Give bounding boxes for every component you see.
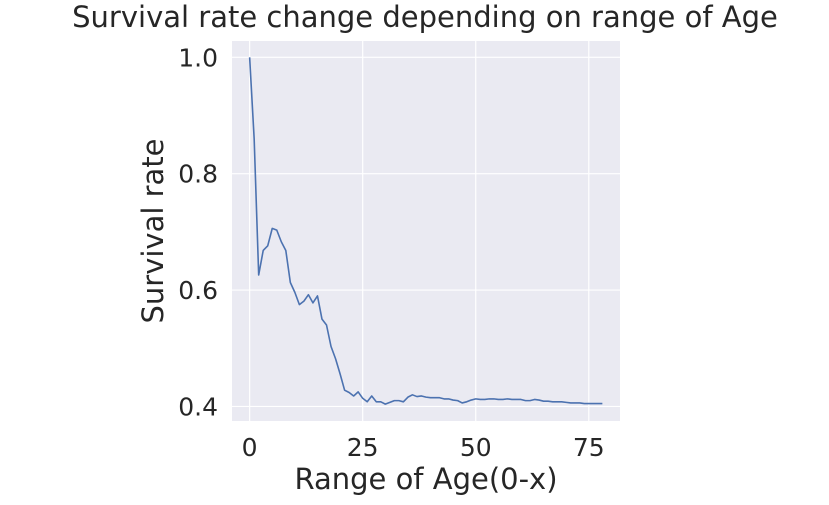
y-tick-label: 0.4 xyxy=(178,392,218,421)
grid-lines xyxy=(232,41,620,421)
x-axis-ticks: 0 25 50 75 xyxy=(242,433,605,462)
y-tick-label: 1.0 xyxy=(178,43,218,72)
x-tick-label: 0 xyxy=(242,433,258,462)
y-tick-label: 0.8 xyxy=(178,160,218,189)
x-tick-label: 50 xyxy=(460,433,492,462)
y-tick-label: 0.6 xyxy=(178,276,218,305)
chart-title: Survival rate change depending on range … xyxy=(72,0,778,34)
y-axis-label: Survival rate xyxy=(136,138,170,323)
plot-area xyxy=(232,41,620,421)
x-tick-label: 25 xyxy=(347,433,379,462)
y-axis-ticks: 0.4 0.6 0.8 1.0 xyxy=(178,43,218,421)
survival-rate-line xyxy=(248,57,603,405)
x-tick-label: 75 xyxy=(573,433,605,462)
x-axis-label: Range of Age(0-x) xyxy=(294,462,557,496)
